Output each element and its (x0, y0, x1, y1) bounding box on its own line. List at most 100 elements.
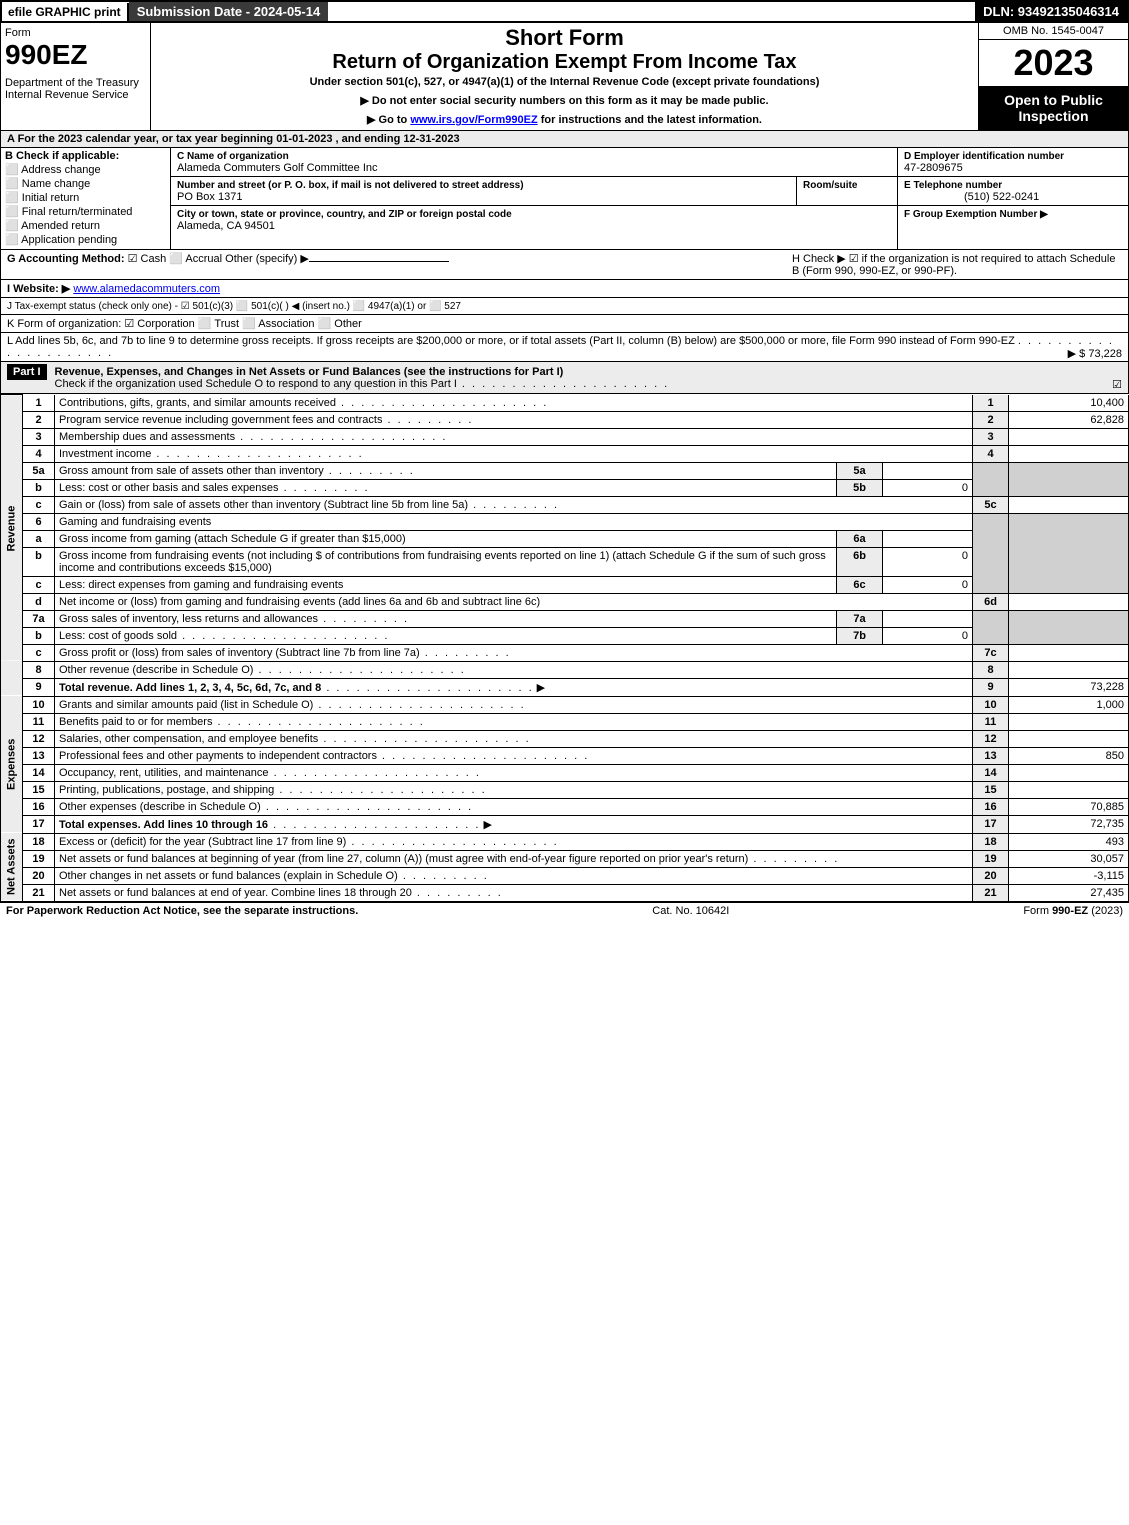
public-badge: Open to Public Inspection (979, 86, 1128, 130)
part-i-chk[interactable]: ☑ (1112, 378, 1122, 391)
short-form: Short Form (157, 25, 972, 51)
ln-7c: 7c (973, 644, 1009, 661)
n-12: 12 (23, 730, 55, 747)
chk-amended[interactable]: Amended return (5, 219, 166, 232)
n-2: 2 (23, 411, 55, 428)
t-6a: Gross income from gaming (attach Schedul… (55, 530, 837, 547)
ein: 47-2809675 (904, 162, 963, 174)
mid-5b: 5b (837, 479, 883, 496)
v-3 (1009, 428, 1129, 445)
mv-6c: 0 (883, 576, 973, 593)
ln-19: 19 (973, 850, 1009, 867)
ln-21: 21 (973, 884, 1009, 901)
n-8: 8 (23, 661, 55, 678)
ln-14: 14 (973, 764, 1009, 781)
v-8 (1009, 661, 1129, 678)
form-header: Form 990EZ Department of the Treasury In… (0, 23, 1129, 131)
chk-address[interactable]: Address change (5, 163, 166, 176)
side-expenses: Expenses (1, 696, 23, 833)
ln-15: 15 (973, 781, 1009, 798)
footer-cat: Cat. No. 10642I (358, 905, 1023, 917)
part-i-sub: Check if the organization used Schedule … (55, 378, 457, 390)
chk-initial[interactable]: Initial return (5, 191, 166, 204)
efile-link[interactable]: efile GRAPHIC print (2, 3, 129, 21)
row-gh: G Accounting Method: Cash Accrual Other … (0, 250, 1129, 280)
b-label: B Check if applicable: (5, 150, 119, 162)
goto-note: ▶ Go to www.irs.gov/Form990EZ for instru… (157, 113, 972, 126)
goto-post: for instructions and the latest informat… (538, 114, 762, 126)
mv-5a (883, 462, 973, 479)
g-lbl: G Accounting Method: (7, 253, 125, 265)
omb-number: OMB No. 1545-0047 (979, 23, 1128, 40)
n-5a: 5a (23, 462, 55, 479)
t-14: Occupancy, rent, utilities, and maintena… (59, 767, 269, 779)
ln-4: 4 (973, 445, 1009, 462)
n-3: 3 (23, 428, 55, 445)
mid-6a: 6a (837, 530, 883, 547)
footer: For Paperwork Reduction Act Notice, see … (0, 902, 1129, 919)
v-4 (1009, 445, 1129, 462)
mid-7a: 7a (837, 610, 883, 627)
t-6c: Less: direct expenses from gaming and fu… (55, 576, 837, 593)
c-city-lbl: City or town, state or province, country… (177, 209, 512, 220)
side-netassets: Net Assets (1, 833, 23, 901)
n-5b: b (23, 479, 55, 496)
chk-final[interactable]: Final return/terminated (5, 205, 166, 218)
v-9: 73,228 (1009, 678, 1129, 696)
t-6b: Gross income from fundraising events (no… (55, 547, 837, 576)
n-17: 17 (23, 815, 55, 833)
mv-5b: 0 (883, 479, 973, 496)
t-5b: Less: cost or other basis and sales expe… (59, 482, 279, 494)
ln-11: 11 (973, 713, 1009, 730)
n-7a: 7a (23, 610, 55, 627)
f-grp-lbl: F Group Exemption Number ▶ (904, 209, 1048, 220)
goto-pre: ▶ Go to (367, 114, 410, 126)
n-13: 13 (23, 747, 55, 764)
ln-5c: 5c (973, 496, 1009, 513)
row-j: J Tax-exempt status (check only one) - ☑… (0, 298, 1129, 315)
website-link[interactable]: www.alamedacommuters.com (73, 283, 220, 295)
n-5c: c (23, 496, 55, 513)
c-street-lbl: Number and street (or P. O. box, if mail… (177, 180, 524, 191)
v-17: 72,735 (1009, 815, 1129, 833)
c-name-lbl: C Name of organization (177, 151, 289, 162)
t-7c: Gross profit or (loss) from sales of inv… (59, 647, 420, 659)
footer-right: Form 990-EZ (2023) (1023, 905, 1123, 917)
ln-2: 2 (973, 411, 1009, 428)
room-lbl: Room/suite (803, 180, 857, 191)
v-19: 30,057 (1009, 850, 1129, 867)
ln-1: 1 (973, 395, 1009, 412)
g-other[interactable]: Other (specify) ▶ (225, 253, 309, 265)
topbar: efile GRAPHIC print Submission Date - 20… (0, 0, 1129, 23)
t-7a: Gross sales of inventory, less returns a… (59, 613, 318, 625)
g-accrual[interactable]: Accrual (169, 253, 222, 265)
mv-7a (883, 610, 973, 627)
mid-7b: 7b (837, 627, 883, 644)
irs-link[interactable]: www.irs.gov/Form990EZ (410, 114, 537, 126)
t-6d: Net income or (loss) from gaming and fun… (55, 593, 973, 610)
org-street: PO Box 1371 (177, 191, 242, 203)
n-6c: c (23, 576, 55, 593)
v-2: 62,828 (1009, 411, 1129, 428)
t-5c: Gain or (loss) from sale of assets other… (59, 499, 468, 511)
g-cash[interactable]: Cash (128, 253, 167, 265)
part-i-table: Revenue 1Contributions, gifts, grants, a… (0, 394, 1129, 902)
org-name: Alameda Commuters Golf Committee Inc (177, 162, 378, 174)
chk-name[interactable]: Name change (5, 177, 166, 190)
t-20: Other changes in net assets or fund bala… (59, 870, 398, 882)
form-number: 990EZ (5, 39, 146, 71)
ln-17: 17 (973, 815, 1009, 833)
mid-6b: 6b (837, 547, 883, 576)
n-7c: c (23, 644, 55, 661)
form-subtitle: Under section 501(c), 527, or 4947(a)(1)… (157, 76, 972, 88)
t-16: Other expenses (describe in Schedule O) (59, 801, 261, 813)
t-18: Excess or (deficit) for the year (Subtra… (59, 836, 346, 848)
ln-8: 8 (973, 661, 1009, 678)
v-11 (1009, 713, 1129, 730)
n-9: 9 (23, 678, 55, 696)
submission-date: Submission Date - 2024-05-14 (129, 2, 329, 21)
v-14 (1009, 764, 1129, 781)
mv-7b: 0 (883, 627, 973, 644)
line-a: A For the 2023 calendar year, or tax yea… (0, 131, 1129, 148)
chk-pending[interactable]: Application pending (5, 233, 166, 246)
